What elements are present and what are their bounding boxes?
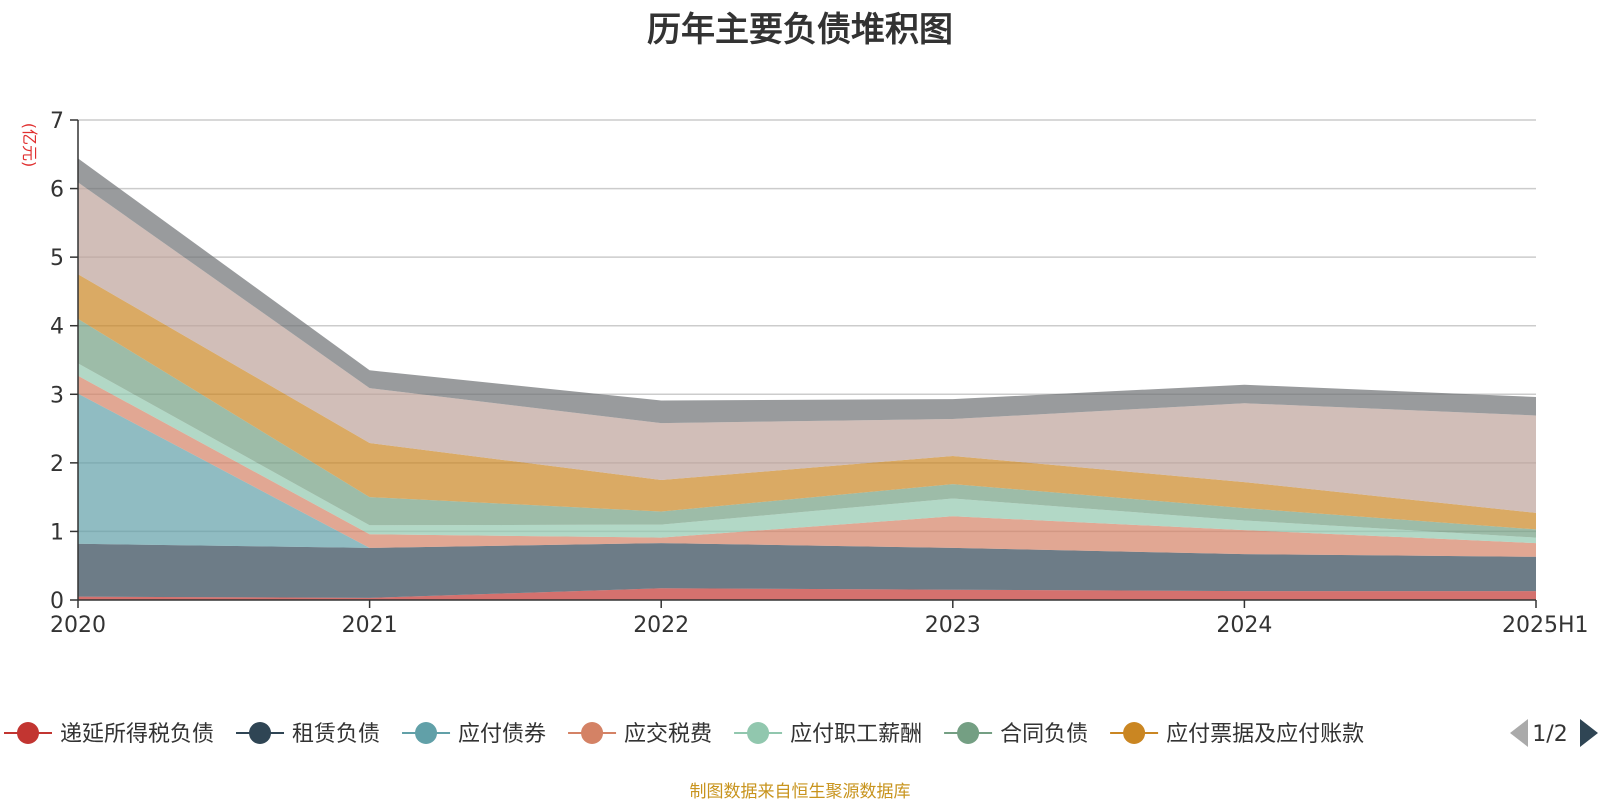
area-其他应付款 — [78, 182, 1536, 513]
y-tick-label: 3 — [50, 383, 64, 408]
legend-item[interactable]: 应交税费 — [568, 722, 712, 747]
legend-item[interactable]: 合同负债 — [944, 722, 1088, 747]
legend-item[interactable]: 应付债券 — [402, 722, 546, 747]
x-tick-label: 2023 — [925, 613, 981, 638]
x-tick-label: 2025H1 — [1502, 613, 1589, 638]
legend-label: 应付债券 — [458, 722, 546, 747]
y-axis-unit-label: (亿元) — [20, 123, 39, 168]
legend-label: 应付票据及应付账款 — [1166, 722, 1364, 747]
legend-item[interactable]: 应付职工薪酬 — [734, 722, 922, 747]
x-axis-ticks: 2020 2021 2022 2023 2024 2025H1 — [50, 600, 1589, 638]
x-tick-label: 2022 — [633, 613, 689, 638]
area-租赁负债 — [78, 543, 1536, 598]
legend-marker — [1123, 722, 1146, 744]
legend-item[interactable]: 应付票据及应付账款 — [1110, 722, 1364, 747]
y-tick-label: 2 — [50, 452, 64, 477]
y-tick-label: 0 — [50, 589, 64, 614]
y-tick-label: 1 — [50, 520, 64, 545]
area-其他负债 — [78, 158, 1536, 424]
axes — [77, 120, 1536, 601]
y-axis-ticks: 0 1 2 3 4 5 6 7 — [50, 109, 78, 614]
legend-label: 应交税费 — [624, 722, 712, 747]
legend-marker — [957, 722, 980, 744]
y-tick-label: 4 — [50, 315, 64, 340]
legend-marker — [249, 722, 272, 744]
legend-marker — [581, 722, 604, 744]
area-应付债券 — [78, 393, 1536, 557]
legend-page-indicator: 1/2 — [1532, 722, 1567, 747]
y-tick-label: 5 — [50, 246, 64, 271]
x-tick-label: 2021 — [342, 613, 398, 638]
x-tick-label: 2020 — [50, 613, 106, 638]
legend-pager: 1/2 — [1510, 719, 1598, 747]
area-应交税费 — [78, 375, 1536, 557]
area-递延所得税负债 — [78, 588, 1536, 600]
legend-label: 租赁负债 — [292, 722, 380, 747]
legend-marker — [17, 722, 39, 744]
y-tick-label: 7 — [50, 109, 64, 134]
legend-marker — [747, 722, 770, 744]
x-tick-label: 2024 — [1216, 613, 1272, 638]
legend-label: 合同负债 — [1000, 722, 1088, 747]
legend-next-icon[interactable] — [1580, 719, 1598, 747]
area-series — [78, 158, 1536, 600]
legend-prev-icon[interactable] — [1510, 719, 1528, 747]
source-note: 制图数据来自恒生聚源数据库 — [689, 782, 911, 802]
legend-item[interactable]: 递延所得税负债 — [4, 722, 214, 747]
legend-item[interactable]: 租赁负债 — [236, 722, 380, 747]
chart-title: 历年主要负债堆积图 — [647, 10, 953, 50]
legend-marker — [415, 722, 438, 744]
y-tick-label: 6 — [50, 178, 64, 203]
area-应付票据及应付账款 — [78, 274, 1536, 530]
legend: 递延所得税负债 租赁负债 应付债券 应交税费 应付职工薪酬 合同负债 应付票据及应付账款 — [4, 722, 1364, 747]
legend-label: 递延所得税负债 — [60, 722, 214, 747]
legend-label: 应付职工薪酬 — [790, 722, 922, 747]
